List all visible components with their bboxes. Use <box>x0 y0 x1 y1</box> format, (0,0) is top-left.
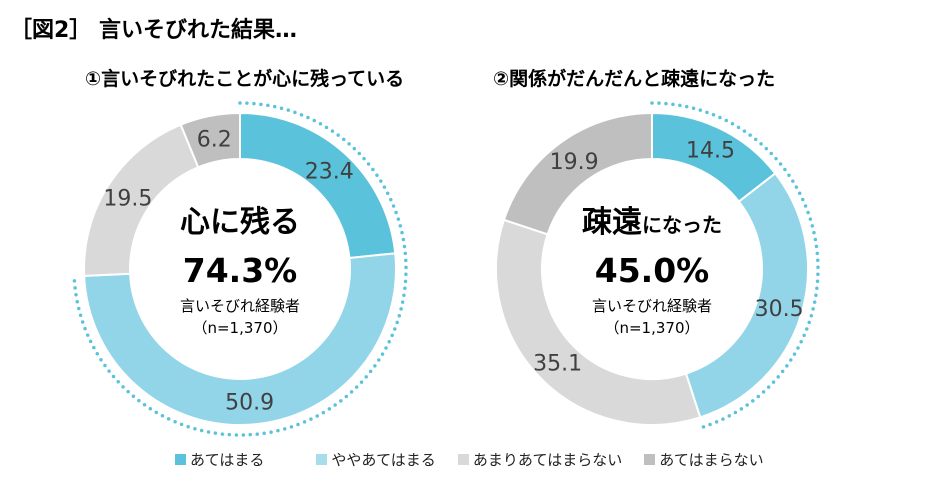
chart-2-title: ②関係がだんだんと疎遠になった <box>493 68 776 90</box>
legend-swatch <box>644 454 656 465</box>
center-percent: 45.0% <box>595 251 710 290</box>
highlight-dotted-arc <box>650 101 820 429</box>
data-label: 35.1 <box>533 352 582 377</box>
legend-label: ややあてはまる <box>331 451 436 469</box>
center-subtext: 言いそびれ経験者 <box>592 297 712 315</box>
center-heading: 疎遠になった <box>582 205 722 240</box>
donut-segment <box>495 218 702 426</box>
legend-item: あまりあてはまらない <box>457 449 623 470</box>
legend-swatch <box>175 454 186 465</box>
center-subtext: 言いそびれ経験者 <box>180 297 300 315</box>
legend: あてはまる ややあてはまる あまりあてはまらない あてはまらない <box>175 449 764 470</box>
data-label: 19.5 <box>103 186 152 211</box>
figure-title: ［図2］ 言いそびれた結果… <box>10 18 297 43</box>
data-label: 6.2 <box>197 128 232 153</box>
legend-swatch <box>457 454 469 465</box>
donut-segment <box>83 252 397 427</box>
donut-segment <box>502 111 653 236</box>
legend-item: あてはまらない <box>644 449 764 470</box>
data-label: 19.9 <box>550 150 599 175</box>
donut-segment <box>179 111 241 169</box>
legend-label: あてはまる <box>190 451 265 469</box>
legend-item: あてはまる <box>175 449 264 470</box>
legend-swatch <box>316 454 328 465</box>
data-label: 14.5 <box>686 139 735 164</box>
data-label: 23.4 <box>305 159 354 184</box>
data-label: 50.9 <box>225 391 274 416</box>
center-heading: 心に残る <box>180 205 300 240</box>
center-sample-size: （n=1,370） <box>192 319 287 337</box>
legend-label: あてはまらない <box>659 451 764 469</box>
donut-segment <box>684 171 809 419</box>
legend-label: あまりあてはまらない <box>472 451 623 469</box>
highlight-dotted-arc <box>72 101 408 437</box>
data-label: 30.5 <box>755 297 804 322</box>
center-sample-size: （n=1,370） <box>604 319 699 337</box>
chart-1-title: ①言いそびれたことが心に残っている <box>85 68 405 90</box>
legend-item: ややあてはまる <box>316 449 436 470</box>
center-percent: 74.3% <box>183 251 298 290</box>
